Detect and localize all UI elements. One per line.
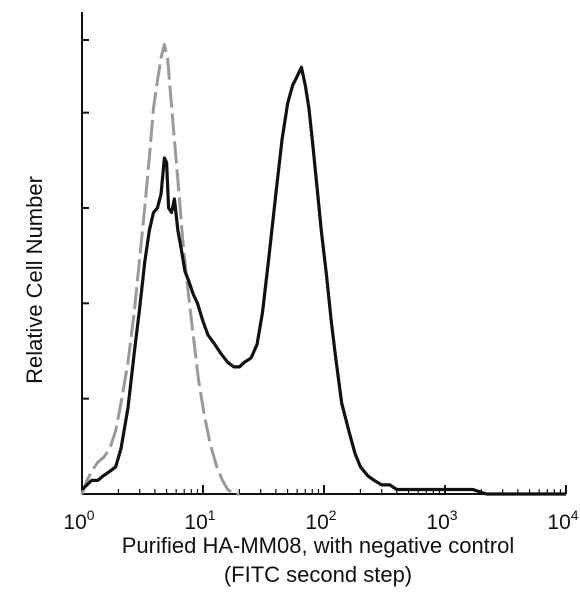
x-ticks: 100 101 102 103 104 <box>63 485 579 534</box>
x-tick-label-4: 104 <box>547 507 578 534</box>
x-tick-label-1: 101 <box>184 507 215 534</box>
x-axis-subtitle: (FITC second step) <box>224 562 412 587</box>
series-layer <box>80 43 566 496</box>
series-line-1 <box>80 65 566 496</box>
y-axis-title: Relative Cell Number <box>22 176 47 384</box>
x-axis-title: Purified HA-MM08, with negative control <box>122 533 515 558</box>
x-tick-label-0: 100 <box>63 507 94 534</box>
x-tick-label-3: 103 <box>426 507 457 534</box>
x-tick-label-2: 102 <box>305 507 336 534</box>
series-line-0 <box>80 43 240 496</box>
y-ticks <box>82 39 89 495</box>
